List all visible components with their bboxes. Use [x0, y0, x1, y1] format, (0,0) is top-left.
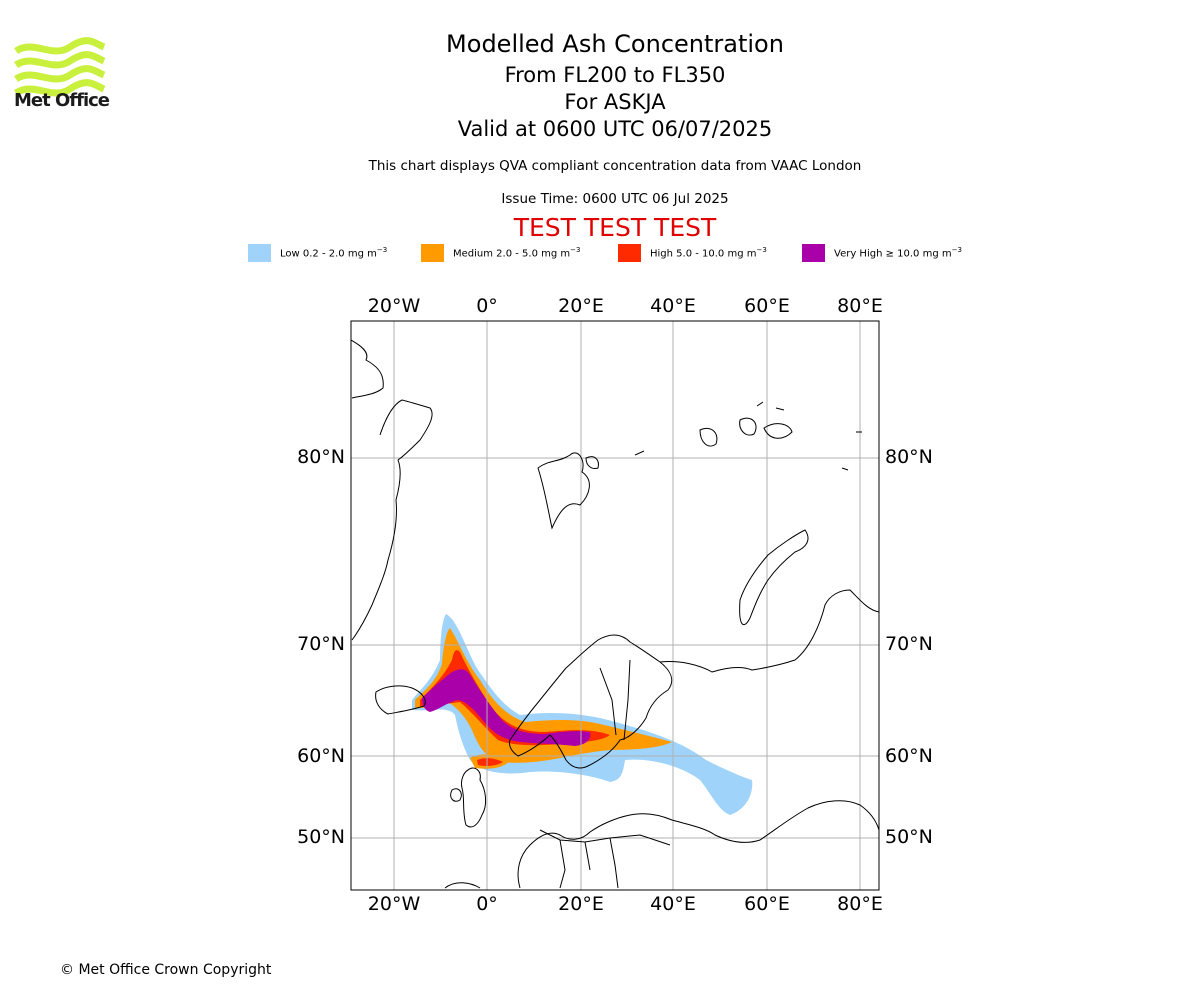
- legend-label-low: Low 0.2 - 2.0 mg m: [280, 248, 377, 260]
- legend-label-high: High 5.0 - 10.0 mg m: [650, 248, 757, 260]
- legend-swatch-medium: [421, 244, 444, 262]
- legend: Low 0.2 - 2.0 mg m−3 Medium 2.0 - 5.0 mg…: [0, 244, 1200, 264]
- legend-item-medium: Medium 2.0 - 5.0 mg m−3: [421, 244, 580, 262]
- legend-label-medium: Medium 2.0 - 5.0 mg m: [453, 248, 571, 260]
- copyright-text: © Met Office Crown Copyright: [60, 962, 272, 978]
- lon-labels-bottom: 20°W 0° 20°E 40°E 60°E 80°E: [368, 893, 883, 915]
- volcano-subtitle: For ASKJA: [564, 90, 666, 114]
- flight-level-subtitle: From FL200 to FL350: [504, 63, 726, 87]
- lon-label: 40°E: [650, 295, 696, 317]
- legend-swatch-high: [618, 244, 641, 262]
- ash-high-region: [477, 758, 503, 766]
- valid-time-subtitle: Valid at 0600 UTC 06/07/2025: [457, 117, 773, 141]
- lon-label: 20°E: [558, 893, 604, 915]
- legend-item-very-high: Very High ≥ 10.0 mg m−3: [802, 244, 962, 262]
- lon-label: 20°E: [558, 295, 604, 317]
- map-frame: [350, 320, 880, 891]
- lat-label: 70°N: [297, 633, 345, 655]
- lon-label: 0°: [476, 893, 498, 915]
- ash-medium-region: [415, 628, 672, 763]
- legend-label-very-high: Very High ≥ 10.0 mg m: [834, 248, 952, 260]
- issue-time-text: Issue Time: 0600 UTC 06 Jul 2025: [501, 191, 729, 207]
- lon-label: 80°E: [837, 893, 883, 915]
- description-text: This chart displays QVA compliant concen…: [368, 158, 862, 174]
- lat-label: 60°N: [885, 745, 933, 767]
- lon-label: 40°E: [650, 893, 696, 915]
- met-office-logo-icon: [14, 37, 106, 97]
- lon-label: 20°W: [368, 295, 421, 317]
- logo-text: Met Office: [14, 90, 110, 111]
- coastlines: [351, 339, 879, 889]
- lon-label: 0°: [476, 295, 498, 317]
- lat-label: 80°N: [297, 446, 345, 468]
- lon-labels-top: 20°W 0° 20°E 40°E 60°E 80°E: [368, 295, 883, 317]
- lat-label: 70°N: [885, 633, 933, 655]
- legend-swatch-low: [248, 244, 271, 262]
- lat-labels-right: 80°N 70°N 60°N 50°N: [885, 446, 933, 848]
- test-banner: TEST TEST TEST: [513, 213, 717, 242]
- lat-label: 80°N: [885, 446, 933, 468]
- ash-plume: [412, 614, 753, 815]
- lon-label: 60°E: [744, 893, 790, 915]
- lon-label: 80°E: [837, 295, 883, 317]
- lon-label: 20°W: [368, 893, 421, 915]
- chart-title: Modelled Ash Concentration: [446, 30, 784, 58]
- lon-label: 60°E: [744, 295, 790, 317]
- lat-label: 50°N: [297, 826, 345, 848]
- legend-item-high: High 5.0 - 10.0 mg m−3: [618, 244, 767, 262]
- lat-label: 60°N: [297, 745, 345, 767]
- lat-label: 50°N: [885, 826, 933, 848]
- legend-swatch-very-high: [802, 244, 825, 262]
- lat-labels-left: 80°N 70°N 60°N 50°N: [297, 446, 345, 848]
- legend-item-low: Low 0.2 - 2.0 mg m−3: [248, 244, 387, 262]
- graticule: [351, 321, 879, 890]
- ash-very-high-region: [422, 669, 591, 746]
